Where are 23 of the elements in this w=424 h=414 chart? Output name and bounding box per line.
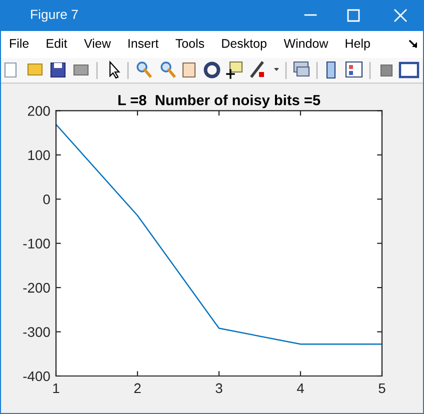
chart-title: L =8 Number of noisy bits =5 (118, 94, 320, 108)
text: Desktop (222, 38, 266, 50)
y-tick-label: 200 (28, 106, 50, 116)
text: Edit (46, 38, 68, 48)
text: Insert (128, 39, 159, 48)
line-series (56, 124, 382, 345)
caption: Figure 7 (31, 9, 78, 22)
text: Window (284, 38, 328, 48)
text: View (84, 38, 111, 48)
x-tick-label: 5 (378, 383, 386, 394)
y-tick-label: 0 (43, 194, 50, 204)
y-tick-label: 100 (28, 150, 50, 160)
x-tick-label: 4 (296, 383, 304, 394)
text: File (10, 38, 29, 48)
text: Tools (176, 38, 204, 48)
x-tick-label: 3 (216, 383, 222, 394)
y-tick-label: -200 (23, 282, 50, 293)
y-tick-label: -400 (23, 371, 50, 382)
x-tick-label: 1 (53, 383, 60, 394)
text: Help (346, 38, 370, 50)
y-tick-label: -100 (23, 238, 50, 249)
x-tick-label: 2 (134, 383, 141, 394)
y-tick-label: -300 (23, 327, 50, 337)
